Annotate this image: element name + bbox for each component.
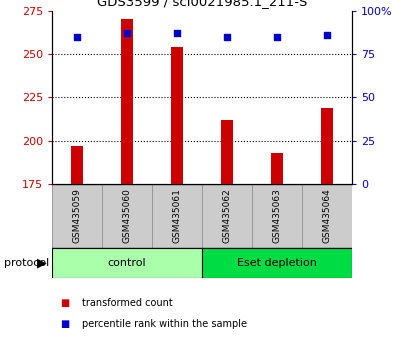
- Bar: [52, 248, 202, 278]
- Text: percentile rank within the sample: percentile rank within the sample: [82, 319, 247, 329]
- Text: GSM435059: GSM435059: [72, 188, 82, 244]
- Point: [224, 34, 230, 40]
- Title: GDS3599 / scl0021985.1_211-S: GDS3599 / scl0021985.1_211-S: [97, 0, 307, 8]
- Text: control: control: [108, 258, 146, 268]
- Bar: [221, 120, 233, 184]
- Bar: [302, 184, 352, 248]
- Text: GSM435063: GSM435063: [272, 188, 282, 244]
- Text: GSM435062: GSM435062: [222, 189, 232, 243]
- Bar: [121, 19, 133, 184]
- Bar: [271, 153, 283, 184]
- Bar: [321, 108, 333, 184]
- Text: GSM435061: GSM435061: [172, 188, 182, 244]
- Bar: [71, 146, 83, 184]
- Text: GSM435060: GSM435060: [122, 188, 132, 244]
- Text: ▶: ▶: [37, 256, 47, 269]
- Point: [274, 34, 280, 40]
- Bar: [102, 184, 152, 248]
- Text: protocol: protocol: [4, 258, 49, 268]
- Bar: [52, 184, 102, 248]
- Text: ■: ■: [60, 298, 69, 308]
- Point: [74, 34, 80, 40]
- Text: transformed count: transformed count: [82, 298, 173, 308]
- Point: [324, 32, 330, 38]
- Bar: [152, 184, 202, 248]
- Text: GSM435064: GSM435064: [322, 189, 332, 243]
- Text: ■: ■: [60, 319, 69, 329]
- Point: [124, 30, 130, 36]
- Bar: [252, 184, 302, 248]
- Bar: [202, 184, 252, 248]
- Text: Eset depletion: Eset depletion: [237, 258, 317, 268]
- Point: [174, 30, 180, 36]
- Bar: [171, 47, 183, 184]
- Bar: [202, 248, 352, 278]
